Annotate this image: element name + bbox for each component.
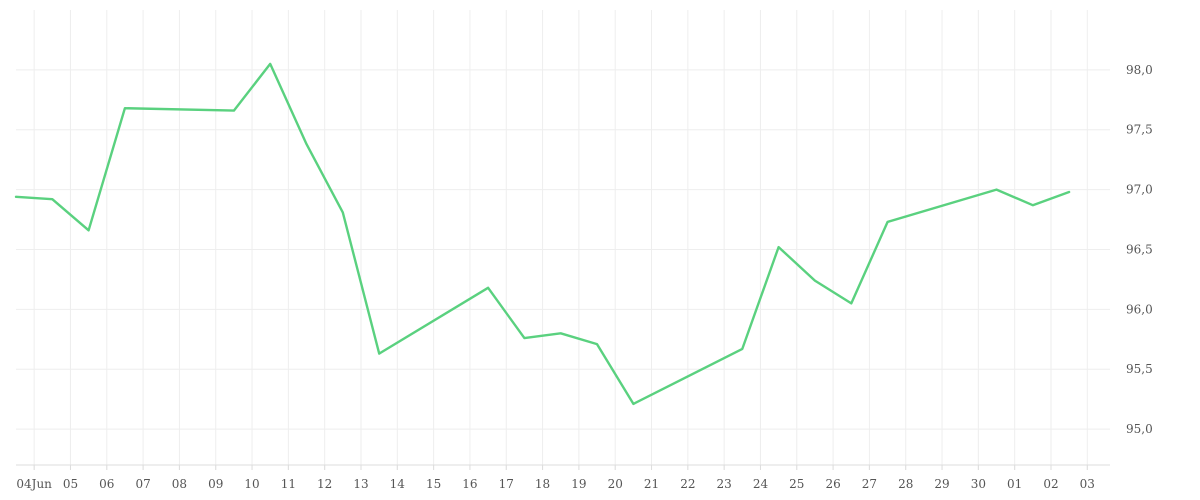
x-tick-label: 06 <box>99 477 114 491</box>
series-line-0 <box>14 62 1071 406</box>
x-tick-label: 05 <box>63 477 78 491</box>
x-tick-label: 02 <box>1043 477 1058 491</box>
x-tick-label: 07 <box>135 477 150 491</box>
x-tick-label: 09 <box>208 477 223 491</box>
x-tick-label: 08 <box>172 477 187 491</box>
x-tick-label: 28 <box>898 477 913 491</box>
x-tick-label: 03 <box>1080 477 1095 491</box>
y-tick-label: 96,0 <box>1126 302 1153 316</box>
x-tick-label: 25 <box>789 477 804 491</box>
x-tick-label: 04Jun <box>16 477 52 491</box>
x-tick-label: 10 <box>244 477 259 491</box>
x-tick-label: 17 <box>499 477 514 491</box>
x-tick-label: 13 <box>353 477 368 491</box>
x-tick-label: 11 <box>281 477 296 491</box>
y-tick-label: 97,0 <box>1126 183 1153 197</box>
y-axis-ticks: 95,0 95,5 96,0 96,5 97,0 97,5 98,0 <box>1126 63 1153 436</box>
x-tick-label: 19 <box>571 477 586 491</box>
x-tick-label: 01 <box>1007 477 1022 491</box>
y-tick-label: 97,5 <box>1126 123 1153 137</box>
y-tick-label: 95,5 <box>1126 362 1153 376</box>
series-group <box>14 62 1071 406</box>
x-axis-ticks: 04Jun 05 06 07 08 09 10 11 12 13 14 15 16 17 18 19 20 21 2… <box>16 465 1095 491</box>
vertical-gridlines <box>33 10 1088 470</box>
x-tick-label: 23 <box>717 477 732 491</box>
x-tick-label: 30 <box>971 477 986 491</box>
x-tick-label: 29 <box>934 477 949 491</box>
x-tick-label: 20 <box>608 477 623 491</box>
x-tick-label: 12 <box>317 477 332 491</box>
x-tick-label: 16 <box>462 477 477 491</box>
x-tick-label: 18 <box>535 477 550 491</box>
x-tick-label: 15 <box>426 477 441 491</box>
y-tick-label: 95,0 <box>1126 422 1153 436</box>
x-tick-label: 14 <box>390 477 406 491</box>
y-tick-label: 98,0 <box>1126 63 1153 77</box>
x-tick-label: 27 <box>862 477 877 491</box>
x-tick-label: 22 <box>680 477 695 491</box>
horizontal-gridlines <box>16 69 1110 430</box>
y-tick-label: 96,5 <box>1126 242 1153 256</box>
x-tick-label: 26 <box>825 477 840 491</box>
x-tick-label: 21 <box>644 477 659 491</box>
x-tick-label: 24 <box>753 477 769 491</box>
